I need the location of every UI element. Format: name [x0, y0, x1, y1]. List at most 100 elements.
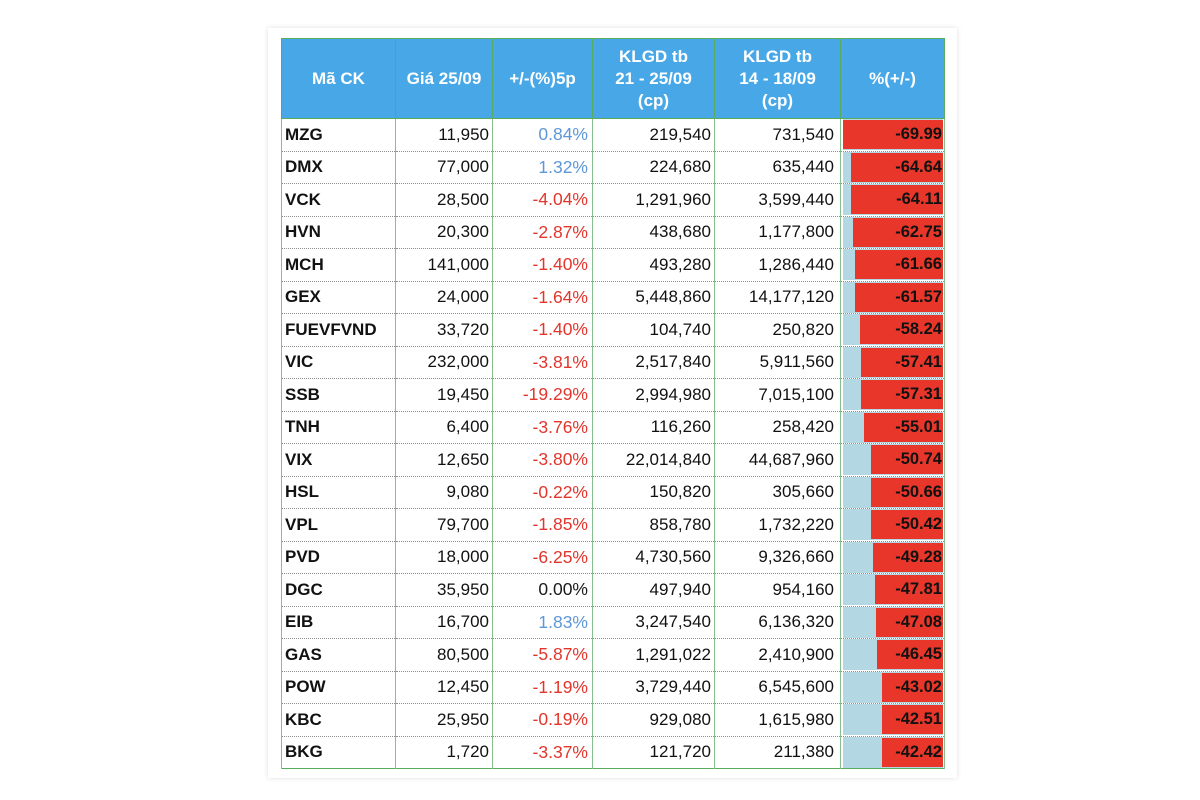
- change-5p-cell: -1.40%: [492, 248, 593, 282]
- data-bar-label: -47.81: [895, 580, 942, 599]
- pct-change-wrap: -42.51: [842, 704, 944, 736]
- ticker-cell: VPL: [281, 508, 396, 542]
- table-row: TNH 6,400 -3.76% 116,260 258,420 -55.01: [281, 411, 945, 444]
- table-body: MZG 11,950 0.84% 219,540 731,540 -69.99 DMX 77,…: [281, 118, 945, 769]
- data-bar-label: -57.31: [895, 385, 942, 404]
- table-row: KBC 25,950 -0.19% 929,080 1,615,980 -42.51: [281, 703, 945, 737]
- avg-volume-21-25-cell: 104,740: [592, 313, 715, 347]
- ticker-cell: KBC: [281, 703, 396, 737]
- avg-volume-21-25-cell: 2,517,840: [592, 346, 715, 379]
- header-line: KLGD tb: [743, 46, 812, 66]
- table-row: PVD 18,000 -6.25% 4,730,560 9,326,660 -49.28: [281, 541, 945, 574]
- ticker-cell: VIC: [281, 346, 396, 379]
- data-bar-track: [843, 151, 943, 183]
- ticker-cell: DGC: [281, 573, 396, 607]
- avg-volume-21-25-cell: 5,448,860: [592, 281, 715, 314]
- avg-volume-14-18-cell: 211,380: [714, 736, 841, 769]
- data-bar-track: [843, 411, 943, 443]
- data-bar-track: [843, 444, 943, 476]
- pct-change-cell: -61.57: [840, 281, 945, 314]
- pct-change-wrap: -49.28: [842, 541, 944, 573]
- table-row: BKG 1,720 -3.37% 121,720 211,380 -42.42: [281, 736, 945, 769]
- table-row: FUEVFVND 33,720 -1.40% 104,740 250,820 -58.24: [281, 313, 945, 347]
- col-header-price: Giá 25/09: [395, 38, 493, 119]
- avg-volume-21-25-cell: 1,291,022: [592, 638, 715, 672]
- header-line: +/-(%)5p: [509, 68, 576, 88]
- avg-volume-21-25-cell: 3,247,540: [592, 606, 715, 639]
- avg-volume-21-25-cell: 497,940: [592, 573, 715, 607]
- pct-change-cell: -47.08: [840, 606, 945, 639]
- header-line: (cp): [761, 90, 794, 110]
- table-row: VIC 232,000 -3.81% 2,517,840 5,911,560 -57.41: [281, 346, 945, 379]
- pct-change-wrap: -57.41: [842, 346, 944, 378]
- data-bar-track: [843, 704, 943, 736]
- price-cell: 16,700: [395, 606, 493, 639]
- avg-volume-21-25-cell: 121,720: [592, 736, 715, 769]
- pct-change-cell: -49.28: [840, 541, 945, 574]
- header-line: Giá 25/09: [406, 68, 482, 88]
- ticker-cell: DMX: [281, 151, 396, 184]
- ticker-cell: MZG: [281, 118, 396, 152]
- price-cell: 24,000: [395, 281, 493, 314]
- table-header: Mã CK Giá 25/09 +/-(%)5p KLGD tb 21 - 25…: [281, 38, 945, 119]
- table-row: DMX 77,000 1.32% 224,680 635,440 -64.64: [281, 151, 945, 184]
- pct-change-wrap: -42.42: [842, 736, 944, 768]
- avg-volume-14-18-cell: 1,177,800: [714, 216, 841, 249]
- change-5p-cell: -4.04%: [492, 183, 593, 217]
- col-header-avg-volume-14-18: KLGD tb 14 - 18/09 (cp): [714, 38, 841, 119]
- data-bar-label: -62.75: [895, 222, 942, 241]
- price-cell: 11,950: [395, 118, 493, 152]
- data-bar-label: -50.42: [895, 515, 942, 534]
- table-row: SSB 19,450 -19.29% 2,994,980 7,015,100 -57.31: [281, 378, 945, 412]
- data-bar-label: -50.66: [895, 482, 942, 501]
- price-cell: 12,650: [395, 443, 493, 477]
- data-bar: [876, 640, 943, 670]
- col-header-avg-volume-21-25: KLGD tb 21 - 25/09 (cp): [592, 38, 715, 119]
- data-bar: [870, 510, 943, 540]
- price-cell: 18,000: [395, 541, 493, 574]
- avg-volume-21-25-cell: 493,280: [592, 248, 715, 282]
- table-row: MCH 141,000 -1.40% 493,280 1,286,440 -61.66: [281, 248, 945, 282]
- pct-change-cell: -64.64: [840, 151, 945, 184]
- data-bar-label: -42.51: [895, 710, 942, 729]
- data-bar: [851, 185, 943, 215]
- avg-volume-21-25-cell: 150,820: [592, 476, 715, 509]
- table-row: GEX 24,000 -1.64% 5,448,860 14,177,120 -61.57: [281, 281, 945, 314]
- avg-volume-14-18-cell: 9,326,660: [714, 541, 841, 574]
- table-row: DGC 35,950 0.00% 497,940 954,160 -47.81: [281, 573, 945, 607]
- ticker-cell: VIX: [281, 443, 396, 477]
- data-bar: [843, 120, 943, 150]
- pct-change-cell: -46.45: [840, 638, 945, 672]
- header-line: (cp): [637, 90, 670, 110]
- data-bar-track: [843, 216, 943, 248]
- data-bar-label: -58.24: [895, 320, 942, 339]
- pct-change-wrap: -64.64: [842, 151, 944, 183]
- pct-change-wrap: -50.66: [842, 476, 944, 508]
- data-bar-track: [843, 606, 943, 638]
- change-5p-cell: -5.87%: [492, 638, 593, 672]
- avg-volume-14-18-cell: 258,420: [714, 411, 841, 444]
- data-bar-track: [843, 639, 943, 671]
- price-cell: 19,450: [395, 378, 493, 412]
- pct-change-cell: -50.74: [840, 443, 945, 477]
- table-row: VCK 28,500 -4.04% 1,291,960 3,599,440 -64.11: [281, 183, 945, 217]
- header-line: 21 - 25/09: [615, 68, 692, 88]
- data-bar-track: [843, 346, 943, 378]
- avg-volume-21-25-cell: 2,994,980: [592, 378, 715, 412]
- price-cell: 25,950: [395, 703, 493, 737]
- price-cell: 1,720: [395, 736, 493, 769]
- data-bar-track: [843, 541, 943, 573]
- pct-change-cell: -42.51: [840, 703, 945, 737]
- ticker-cell: POW: [281, 671, 396, 704]
- change-5p-cell: 1.32%: [492, 151, 593, 184]
- avg-volume-21-25-cell: 438,680: [592, 216, 715, 249]
- ticker-cell: GEX: [281, 281, 396, 314]
- data-bar-label: -43.02: [895, 677, 942, 696]
- header-row: Mã CK Giá 25/09 +/-(%)5p KLGD tb 21 - 25…: [281, 38, 945, 119]
- pct-change-wrap: -46.45: [842, 639, 944, 671]
- data-bar: [859, 315, 943, 345]
- data-bar-label: -64.11: [896, 190, 942, 209]
- pct-change-cell: -50.66: [840, 476, 945, 509]
- header-line: KLGD tb: [619, 46, 688, 66]
- price-cell: 6,400: [395, 411, 493, 444]
